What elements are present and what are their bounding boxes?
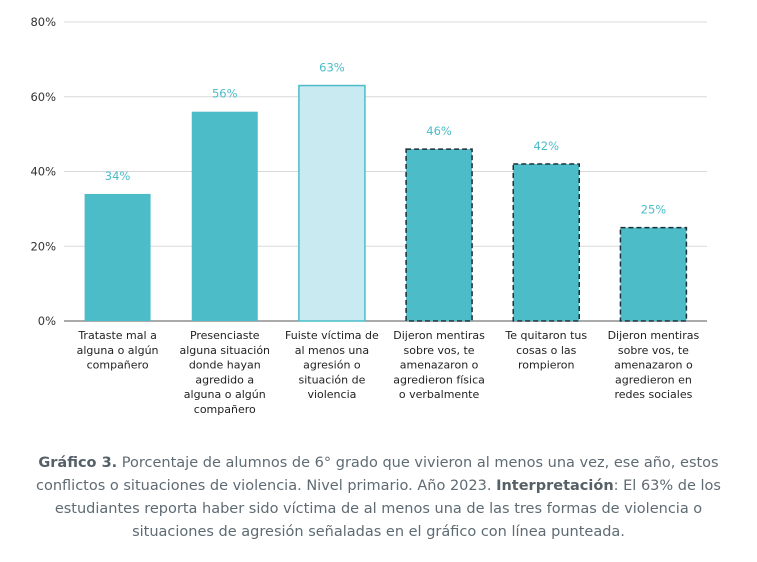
category-label-line: sobre vos, te	[404, 344, 475, 357]
bar	[619, 226, 688, 322]
category-label-line: Te quitaron tus	[504, 329, 587, 342]
figure-caption: Gráfico 3. Porcentaje de alumnos de 6° g…	[30, 452, 727, 544]
bar	[298, 84, 366, 322]
data-label: 42%	[533, 139, 559, 153]
category-label-line: sobre vos, te	[618, 344, 689, 357]
y-tick-label: 80%	[30, 15, 56, 29]
category-label-line: situación de	[298, 373, 365, 386]
category-label-line: Dijeron mentiras	[608, 329, 700, 342]
y-tick-label: 20%	[30, 239, 56, 253]
y-tick-label: 40%	[30, 165, 56, 179]
category-label-line: Presenciaste	[190, 329, 260, 342]
data-label: 46%	[426, 124, 452, 138]
category-label-line: agredieron en	[615, 373, 692, 386]
y-tick-label: 60%	[30, 90, 56, 104]
bar	[84, 193, 151, 321]
category-label-line: o verbalmente	[399, 388, 480, 401]
category-label-line: compañero	[87, 359, 149, 372]
category-label-line: al menos una	[295, 344, 369, 357]
caption-interpretation-label: Interpretación	[496, 478, 614, 494]
category-label-line: agredieron física	[393, 373, 485, 386]
category-label-line: alguna o algún	[77, 344, 159, 357]
bar-chart: 0% 20% 40% 60% 80% 34% Trataste mal a alguna o …	[30, 15, 707, 416]
bar	[405, 148, 473, 322]
category-label-line: compañero	[194, 403, 256, 416]
category-label-line: amenazaron o	[614, 359, 693, 372]
category-label-line: cosas o las	[516, 344, 577, 357]
caption-description: Porcentaje de alumnos de 6° grado que vi…	[36, 455, 719, 494]
category-label-line: agresión o	[303, 359, 361, 372]
category-label: Dijeron mentiras sobre vos, te amenazaron …	[608, 329, 700, 401]
bar	[512, 163, 580, 322]
data-label: 63%	[319, 61, 345, 75]
category-label-line: amenazaron o	[400, 359, 479, 372]
category-label-line: alguna situación	[179, 344, 270, 357]
category-label-line: Dijeron mentiras	[393, 329, 485, 342]
category-label-line: redes sociales	[614, 388, 692, 401]
category-label: Dijeron mentiras sobre vos, te amenazaron …	[393, 329, 485, 401]
category-label-line: agredido a	[195, 373, 254, 386]
data-label: 56%	[212, 87, 238, 101]
y-tick-label: 0%	[38, 314, 56, 328]
bar	[191, 111, 258, 321]
category-label-line: alguna o algún	[184, 388, 266, 401]
category-label-line: violencia	[307, 388, 356, 401]
category-label-line: rompieron	[518, 359, 575, 372]
category-label: Trataste mal a alguna o algún compañero	[77, 329, 159, 372]
data-label: 25%	[641, 203, 667, 217]
category-label-line: donde hayan	[189, 359, 261, 372]
category-label-line: Trataste mal a	[77, 329, 156, 342]
category-label: Te quitaron tus cosas o las rompieron	[504, 329, 587, 372]
caption-title: Gráfico 3.	[38, 455, 118, 471]
category-label-line: Fuiste víctima de	[285, 329, 379, 342]
category-label: Presenciaste alguna situación donde hayan a…	[179, 329, 270, 416]
caption-interpretation: : El 63% de los estudiantes reporta habe…	[54, 478, 721, 540]
data-label: 34%	[105, 169, 131, 183]
